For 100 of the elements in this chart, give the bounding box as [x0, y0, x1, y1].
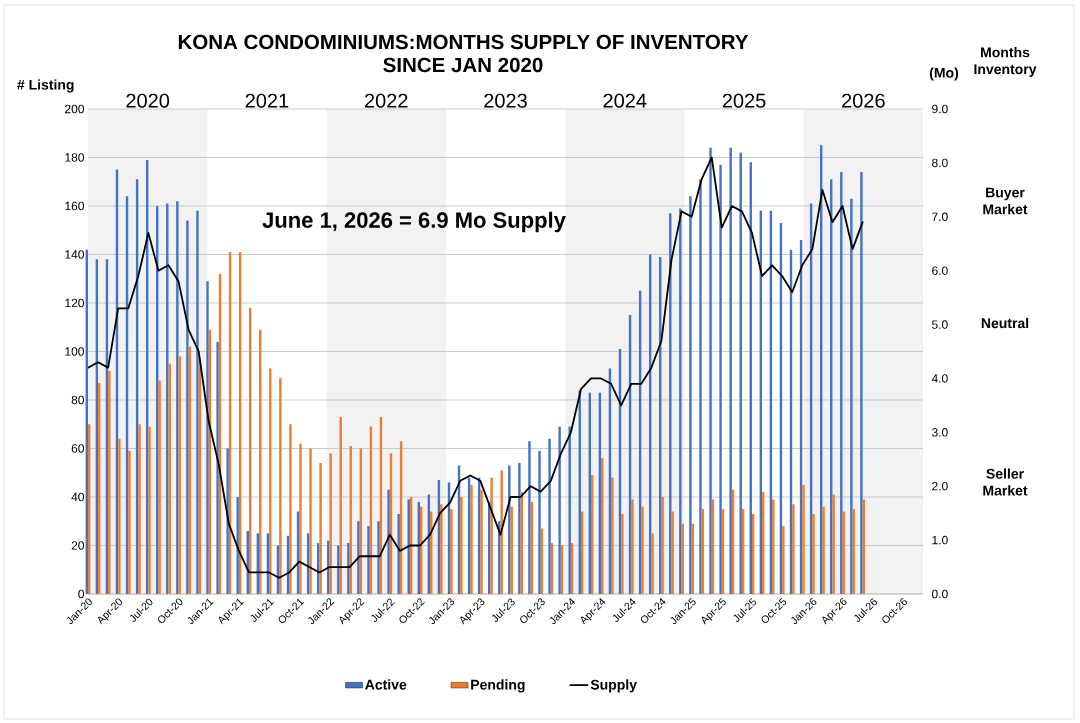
bar	[196, 210, 199, 594]
y2-tick-label: 7.0	[932, 212, 948, 222]
bar	[168, 363, 171, 594]
y-tick-label: 20	[71, 541, 85, 550]
bar	[611, 477, 614, 594]
legend-label: Active	[365, 679, 407, 690]
bar	[289, 424, 292, 594]
x2-tick-label: 2020	[126, 93, 170, 108]
bar	[397, 513, 400, 594]
x2-tick-label: 2024	[603, 93, 647, 108]
bar	[319, 463, 322, 594]
bar	[538, 450, 541, 594]
bar	[558, 426, 561, 594]
bar	[548, 438, 551, 594]
y2-tick-label: 2.0	[932, 481, 948, 491]
bar	[460, 496, 463, 594]
x2-tick-label: 2021	[245, 93, 289, 108]
bar	[689, 196, 692, 594]
chart-title: KONA CONDOMINIUMS:MONTHS SUPPLY OF INVENTORY	[178, 34, 749, 50]
y2-tick-label: 8.0	[932, 158, 948, 168]
text: Months Inventory	[974, 47, 1037, 77]
y-tick-label: 80	[71, 395, 85, 405]
bar	[860, 172, 863, 594]
bar	[500, 470, 503, 594]
y-tick-label: 0	[78, 589, 85, 599]
legend-label: Supply	[590, 679, 637, 693]
y2-tick-label: 6.0	[932, 266, 948, 275]
bar	[138, 424, 141, 594]
y2-axis-title: (Mo)	[929, 67, 959, 81]
bar	[108, 370, 111, 594]
bar	[440, 504, 443, 594]
bar	[490, 477, 493, 594]
bar	[812, 513, 815, 594]
y-tick-label: 180	[65, 153, 85, 162]
y-tick-label: 160	[65, 201, 85, 211]
y-tick-label: 40	[71, 492, 85, 502]
bar	[158, 380, 161, 594]
y2-tick-label: 4.0	[931, 374, 948, 383]
annotation: June 1, 2026 = 6.9 Mo Supply	[262, 211, 566, 233]
x2-tick-label: 2023	[484, 93, 527, 108]
bar	[792, 504, 795, 594]
bar	[299, 443, 302, 594]
text: Seller Market	[983, 468, 1028, 496]
bar	[671, 511, 674, 594]
bar	[699, 179, 702, 594]
bar	[337, 545, 340, 594]
bar	[508, 465, 511, 594]
bar	[651, 533, 654, 594]
bar	[206, 281, 209, 594]
bar	[518, 463, 521, 594]
bar	[528, 441, 531, 594]
bar	[176, 201, 179, 594]
y2-tick-label: 3.0	[931, 428, 948, 437]
bar	[850, 198, 853, 594]
y-axis-title: # Listing	[17, 79, 74, 93]
bar	[186, 220, 189, 594]
text: Buyer Market	[983, 187, 1028, 215]
bar	[347, 543, 350, 594]
bar	[357, 521, 360, 594]
bar	[832, 494, 835, 594]
x2-tick-label: 2025	[722, 93, 766, 108]
bar	[641, 506, 644, 594]
bar	[226, 448, 229, 594]
bar	[802, 484, 805, 594]
bar	[480, 489, 483, 594]
x2-tick-label: 2022	[364, 93, 408, 108]
y2-tick-label: 9.0	[932, 104, 948, 114]
text: Neutral	[981, 317, 1029, 329]
bar	[216, 341, 219, 594]
bar	[367, 526, 370, 594]
bar	[729, 147, 732, 594]
bar	[470, 484, 473, 594]
y-tick-label: 200	[65, 104, 85, 114]
y-tick-label: 100	[65, 347, 85, 356]
y-tick-label: 120	[65, 298, 85, 308]
bar	[128, 450, 131, 594]
bar	[679, 208, 682, 594]
bar	[621, 513, 624, 594]
bar	[719, 164, 722, 594]
bar	[377, 521, 380, 594]
bar	[709, 147, 712, 594]
chart-subtitle: SINCE JAN 2020	[383, 57, 543, 73]
bar	[568, 426, 571, 594]
bar	[631, 499, 634, 594]
bar	[840, 172, 843, 594]
y2-tick-label: 5.0	[932, 320, 948, 329]
bar	[148, 426, 151, 594]
bar	[309, 448, 312, 594]
bar	[387, 489, 390, 594]
y2-tick-label: 1.0	[932, 535, 948, 545]
y2-tick-label: 0.0	[931, 589, 948, 599]
x2-tick-label: 2026	[842, 93, 885, 108]
legend-label: Pending	[471, 679, 525, 693]
y-tick-label: 140	[65, 250, 85, 259]
bar	[822, 506, 825, 594]
bar	[661, 496, 664, 594]
bar	[329, 453, 332, 594]
bar	[450, 509, 453, 594]
bar	[279, 378, 282, 594]
y-tick-label: 60	[71, 444, 85, 453]
